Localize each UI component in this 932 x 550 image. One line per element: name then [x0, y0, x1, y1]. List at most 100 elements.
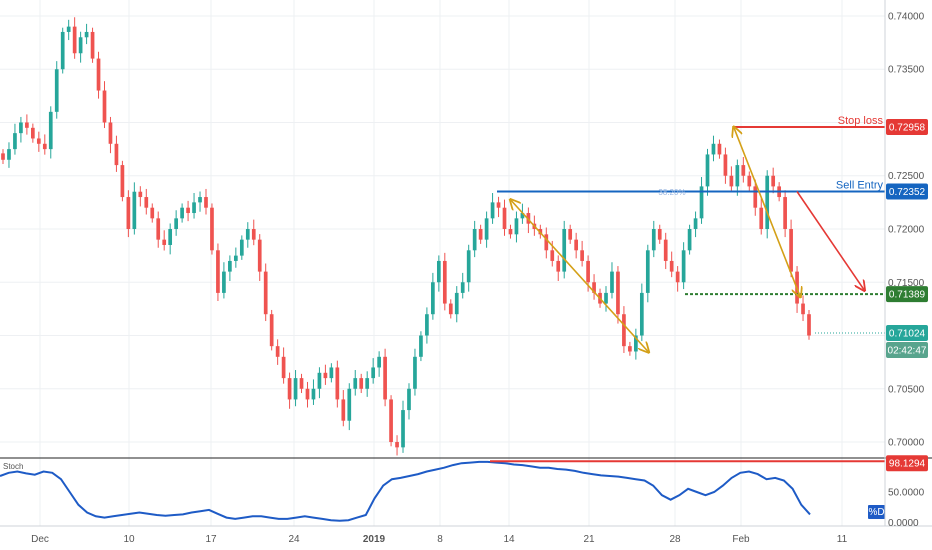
candle-body	[616, 271, 620, 315]
candle-body	[233, 255, 238, 261]
stop-loss-price-tag: 0.72958	[889, 122, 926, 133]
candle-body	[568, 229, 573, 240]
candle-body	[628, 346, 632, 352]
candle-body	[305, 388, 310, 400]
candle-body	[299, 378, 304, 389]
candle-body	[448, 303, 453, 315]
candle-body	[645, 250, 650, 293]
candle-body	[657, 229, 662, 240]
candle-body	[341, 399, 346, 421]
price-tick-label: 0.71500	[888, 278, 925, 289]
candle-body	[454, 292, 459, 315]
fib-level-label: 38.20%	[658, 188, 685, 197]
candle-body	[365, 378, 370, 389]
candle-body	[484, 218, 489, 240]
stop-loss-label: Stop loss	[838, 115, 884, 127]
price-tick-label: 0.72000	[888, 225, 925, 236]
pattern-leg-ab	[511, 200, 648, 351]
candle-body	[651, 229, 656, 251]
candle-body	[383, 356, 387, 400]
price-tags: 0.72958 0.72352 0.71389 0.71024 02:42:47 98.1…	[886, 118, 928, 472]
time-tick-label: 8	[437, 534, 443, 545]
candle-body	[610, 271, 614, 293]
time-tick-label: Dec	[31, 534, 49, 545]
candle-body	[395, 442, 399, 448]
candle-body	[711, 143, 716, 155]
candle-body	[48, 111, 53, 150]
candle-body	[108, 122, 113, 144]
candle-body	[311, 388, 316, 400]
candle-body	[168, 229, 173, 245]
candle-body	[245, 229, 250, 240]
candle-body	[323, 372, 328, 379]
candle-body	[466, 250, 471, 283]
last-price-tag-bg	[886, 324, 928, 341]
candlestick-series	[1, 17, 811, 456]
candle-body	[747, 175, 752, 187]
time-tick-label: 21	[583, 534, 595, 545]
series-legend-badge	[868, 505, 885, 519]
candle-body	[419, 335, 423, 357]
candle-body	[102, 90, 107, 123]
time-tick-label: 10	[123, 534, 135, 545]
candle-body	[204, 197, 208, 208]
price-tick-label: 0.73500	[888, 65, 925, 76]
candle-body	[114, 143, 119, 166]
candle-body	[460, 282, 465, 293]
candle-body	[36, 138, 41, 144]
candle-body	[132, 191, 137, 229]
candle-body	[478, 229, 483, 240]
candle-body	[556, 260, 561, 272]
trade-drawings: Stop loss Sell Entry 38.20%	[497, 115, 885, 352]
candle-body	[729, 175, 734, 187]
candle-body	[359, 378, 364, 389]
candle-body	[60, 31, 65, 70]
candle-body	[216, 250, 220, 293]
candle-body	[586, 260, 590, 283]
bar-countdown-tag-bg	[886, 341, 928, 358]
candle-body	[239, 239, 244, 256]
candle-body	[514, 218, 519, 235]
time-tick-label: 24	[288, 534, 300, 545]
candle-body	[25, 122, 29, 128]
candle-body	[281, 356, 286, 379]
sell-entry-label: Sell Entry	[836, 180, 884, 192]
candle-body	[735, 165, 740, 187]
candle-body	[550, 250, 555, 261]
candle-body	[186, 207, 190, 214]
candle-body	[705, 154, 710, 187]
candle-body	[490, 202, 495, 219]
candle-body	[562, 229, 567, 272]
candle-body	[807, 314, 811, 336]
candle-body	[138, 191, 143, 198]
time-tick-label: 11	[837, 534, 848, 545]
candle-body	[717, 143, 722, 155]
candle-body	[604, 292, 608, 304]
grid-lines	[0, 0, 885, 526]
candle-body	[210, 207, 214, 251]
candle-body	[407, 388, 411, 411]
candle-body	[771, 175, 776, 187]
candle-body	[222, 271, 226, 293]
candle-body	[156, 218, 161, 240]
time-tick-label: 17	[205, 534, 217, 545]
candle-body	[96, 58, 101, 91]
candle-body	[1, 153, 5, 160]
stoch-level-tag-bg	[886, 455, 928, 472]
candle-body	[120, 165, 125, 198]
stochastic-d-line	[0, 460, 811, 522]
candle-body	[693, 218, 698, 229]
candle-body	[431, 282, 435, 315]
candle-body	[72, 26, 77, 54]
stoch-level-tag: 98.1294	[889, 459, 926, 470]
candle-body	[436, 260, 441, 283]
stoch-label: Stoch	[3, 462, 23, 471]
stochastic-panel: Stoch %D	[0, 457, 932, 522]
candle-body	[389, 399, 393, 443]
candle-body	[639, 292, 644, 336]
candle-body	[789, 229, 793, 272]
candle-body	[442, 260, 447, 304]
candle-body	[699, 186, 704, 219]
price-tick-label: 0.74000	[888, 11, 925, 22]
